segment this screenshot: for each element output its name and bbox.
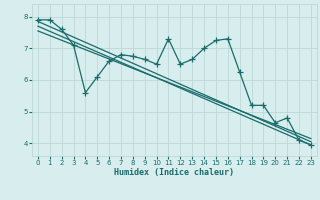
X-axis label: Humidex (Indice chaleur): Humidex (Indice chaleur) [115, 168, 234, 177]
